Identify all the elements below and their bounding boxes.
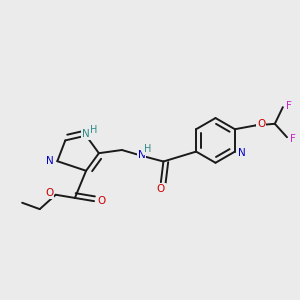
Text: H: H [144,144,151,154]
Text: O: O [156,184,165,194]
Text: H: H [90,125,98,135]
Text: N: N [46,156,54,166]
Text: F: F [286,100,292,111]
Text: F: F [290,134,296,144]
Text: N: N [82,129,90,139]
Text: O: O [257,119,266,129]
Text: N: N [138,150,146,160]
Text: N: N [238,148,246,158]
Text: O: O [45,188,53,199]
Text: O: O [97,196,105,206]
